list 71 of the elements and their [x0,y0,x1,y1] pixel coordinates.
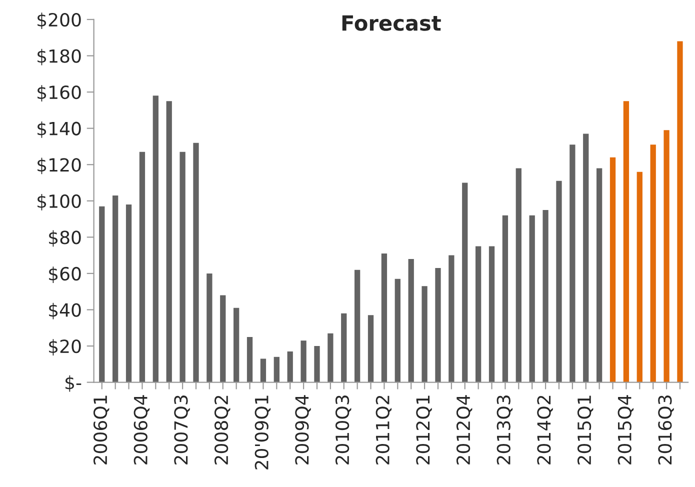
bar [556,180,562,382]
bar [112,195,118,382]
y-tick-label: $200 [38,12,81,29]
bar [260,358,266,382]
x-tick-label: 2006Q4 [134,395,150,464]
y-tick-label: $40 [49,302,81,320]
bar [246,336,253,382]
bar [287,351,293,382]
bar [422,286,428,382]
y-tick-label: $120 [38,158,81,174]
bar [99,206,105,382]
bar [529,215,535,382]
bar [152,96,158,382]
x-tick-label: 2016Q3 [658,396,674,464]
x-tick-label: 2013Q3 [496,396,513,464]
x-tick-label: 2009Q4 [295,395,311,464]
bar [408,258,414,382]
x-tick-label: 2014Q2 [537,396,553,464]
y-tick-label: $- [66,375,82,392]
bar [381,253,388,382]
x-tick-label: 20'09Q1 [254,396,271,470]
x-tick-label: 2007Q3 [174,396,190,464]
x-tick-label: 2008Q2 [214,396,230,464]
y-tick-label: $80 [49,230,81,247]
y-tick-label: $180 [38,48,81,66]
bar [542,210,548,382]
bar [193,142,199,382]
bar [462,182,468,382]
y-tick-label: $100 [38,194,81,210]
bar [220,295,226,382]
x-tick-label: 2011Q2 [376,396,392,464]
bar [126,204,132,382]
x-tick-label: 2012Q4 [456,395,472,464]
bar [180,152,186,382]
bar [206,273,212,382]
x-tick-label: 2015Q1 [577,396,594,464]
bar [570,144,576,382]
bar [274,356,280,382]
y-tick-label: $160 [38,85,81,102]
bar [234,308,240,382]
bar [394,278,400,382]
chart-title: Forecast [342,15,441,31]
bar [610,157,616,382]
bar [488,246,495,382]
x-tick-label: 2015Q4 [618,395,634,464]
bar [516,168,522,382]
bar [435,268,441,382]
bar [664,130,670,382]
y-tick-label: $140 [38,121,81,138]
bar [314,346,320,382]
bar [368,315,374,382]
bar [354,270,360,382]
bar [583,134,589,382]
bar [623,101,630,382]
bar [677,41,683,382]
x-tick-label: 2006Q1 [93,396,110,464]
bar [448,255,454,382]
bar [328,333,334,382]
bar [139,152,146,382]
y-tick-label: $20 [49,339,81,356]
bar [636,172,642,382]
bar [166,101,172,382]
bar [502,215,508,382]
bar [476,246,482,382]
bar [650,144,656,382]
y-tick-label: $60 [49,266,81,283]
bar [596,168,602,382]
x-tick-label: 2012Q1 [416,396,432,464]
bar [300,340,306,382]
bar [341,313,347,382]
x-tick-label: 2010Q3 [335,396,352,464]
